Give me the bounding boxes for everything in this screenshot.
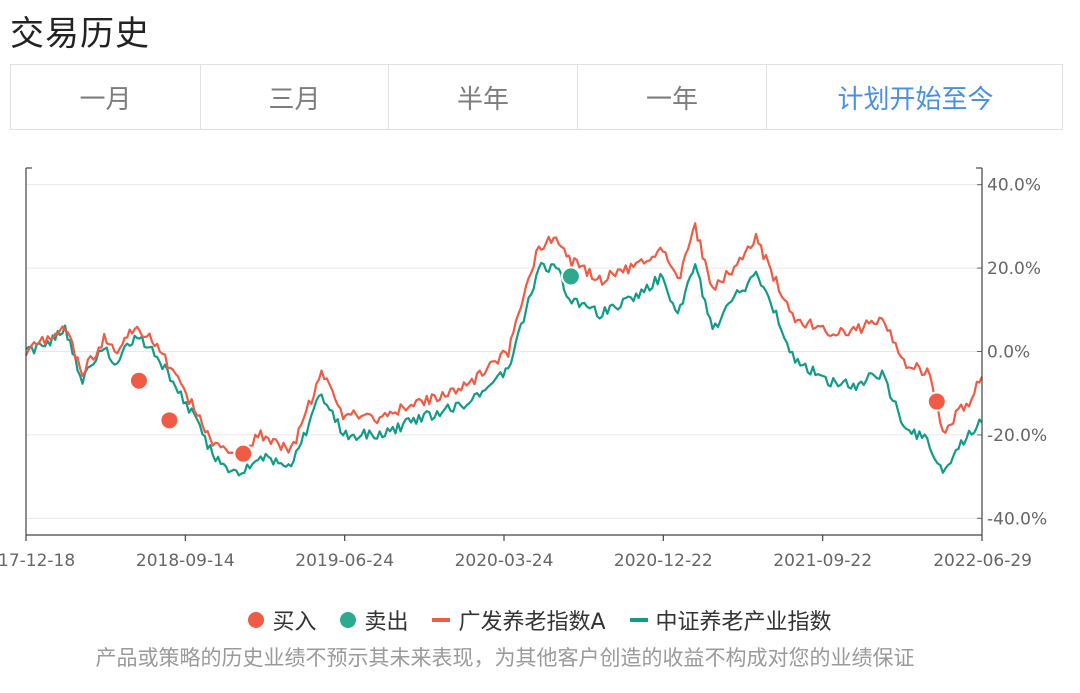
performance-chart: 40.0% 20.0% 0.0% -20.0% -40.0% 17-12-18 2018-0… [0, 167, 1047, 571]
x-tick-label: 2018-09-14 [136, 551, 235, 571]
x-tick-label: 2020-12-22 [614, 551, 713, 571]
legend-index-label: 中证养老产业指数 [655, 610, 832, 635]
x-tick-label: 2022-06-29 [933, 551, 1032, 571]
fund-line-icon [432, 618, 451, 622]
tab-three-months[interactable]: 三月 [201, 65, 389, 129]
page-title: 交易历史 [10, 14, 150, 54]
x-tick-label: 2019-06-24 [295, 551, 394, 571]
legend-buy[interactable]: 买入 [248, 604, 316, 636]
fund-series-line [24, 222, 984, 460]
buy-marker [159, 410, 180, 431]
legend-sell-label: 卖出 [364, 610, 409, 635]
tab-one-month[interactable]: 一月 [11, 65, 201, 129]
period-tab-bar: 一月 三月 半年 一年 计划开始至今 [10, 64, 1063, 130]
tab-since-plan-start[interactable]: 计划开始至今 [837, 84, 994, 115]
legend-sell[interactable]: 卖出 [340, 604, 408, 636]
x-tick-label: 2020-03-24 [455, 551, 554, 571]
x-tick-label: 2021-09-22 [773, 551, 872, 571]
y-tick-label: 0.0% [987, 343, 1030, 363]
y-tick-label: 20.0% [987, 259, 1041, 279]
tab-half-year[interactable]: 半年 [389, 65, 578, 129]
buy-marker [233, 443, 254, 464]
buy-marker [926, 391, 947, 412]
sell-marker [560, 266, 581, 287]
y-tick-label: 40.0% [987, 176, 1041, 196]
buy-marker [128, 370, 149, 391]
legend-fund[interactable]: 广发养老指数A [432, 604, 606, 636]
tab-one-year[interactable]: 一年 [578, 65, 767, 129]
x-tick-label: 17-12-18 [0, 551, 75, 571]
marker-layer [128, 266, 947, 464]
legend-buy-label: 买入 [272, 610, 317, 635]
index-series-line [25, 261, 983, 477]
legend-index[interactable]: 中证养老产业指数 [629, 604, 832, 636]
chart-legend: 买入 卖出 广发养老指数A 中证养老产业指数 [0, 604, 1080, 636]
index-line-icon [629, 618, 648, 622]
y-tick-label: -40.0% [987, 509, 1047, 529]
axis-layer: 40.0% 20.0% 0.0% -20.0% -40.0% 17-12-18 2018-0… [0, 167, 1047, 571]
legend-fund-label: 广发养老指数A [458, 610, 606, 635]
series-layer [24, 222, 984, 477]
disclaimer-text: 产品或策略的历史业绩不预示其未来表现，为其他客户创造的收益不构成对您的业绩保证 [95, 646, 915, 670]
buy-dot-icon [248, 612, 265, 628]
y-tick-label: -20.0% [987, 426, 1047, 446]
sell-dot-icon [340, 612, 357, 628]
